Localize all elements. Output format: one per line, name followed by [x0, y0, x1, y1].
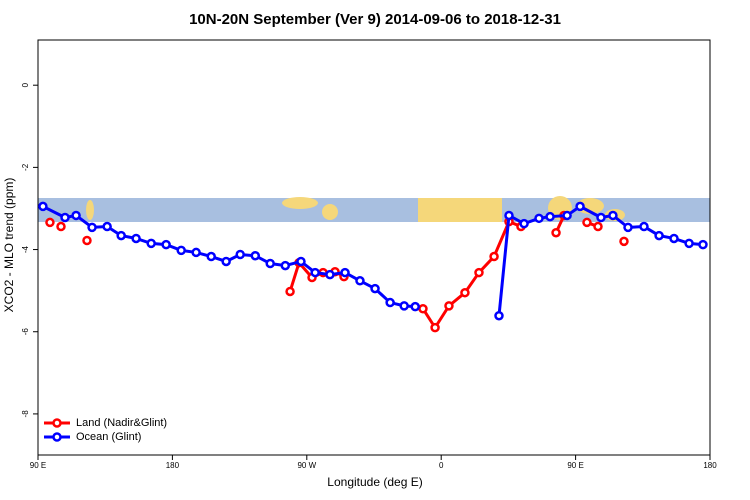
x-tick-label: 90 E: [30, 461, 46, 470]
point: [45, 217, 55, 228]
point: [221, 256, 231, 267]
point: [161, 239, 171, 250]
point: [639, 221, 649, 232]
point: [296, 256, 306, 267]
y-tick-label: -2: [21, 163, 30, 171]
y-tick-label: -6: [21, 328, 30, 336]
legend-marker: [52, 432, 62, 442]
point: [370, 283, 380, 294]
point: [562, 210, 572, 221]
point: [116, 230, 126, 241]
point: [206, 251, 216, 262]
point: [399, 301, 409, 311]
point: [608, 210, 618, 221]
point: [146, 238, 156, 249]
point: [669, 233, 679, 244]
series-line: [42, 204, 704, 316]
point: [534, 213, 544, 224]
point: [474, 267, 484, 278]
point: [519, 218, 529, 229]
point: [340, 267, 350, 278]
point: [176, 245, 186, 256]
y-tick-label: -8: [21, 410, 30, 418]
point: [654, 230, 664, 241]
plot-frame: [37, 39, 711, 456]
point: [418, 303, 428, 314]
point: [460, 287, 470, 298]
point: [355, 276, 365, 286]
point: [575, 201, 585, 212]
point: [60, 212, 70, 223]
legend-label: Land (Nadir&Glint): [76, 417, 167, 429]
y-tick-label: 0: [21, 82, 30, 87]
point: [265, 258, 275, 269]
point: [619, 236, 629, 247]
point: [102, 221, 112, 232]
point: [551, 227, 561, 238]
point: [310, 267, 320, 278]
point: [545, 211, 555, 222]
point: [385, 297, 395, 308]
x-tick-label: 0: [439, 461, 444, 470]
point: [698, 239, 708, 250]
point: [235, 249, 245, 260]
point: [131, 233, 141, 244]
point: [684, 238, 694, 249]
point: [582, 217, 592, 228]
point: [325, 269, 335, 280]
point: [410, 301, 420, 312]
point: [56, 221, 66, 232]
point: [71, 210, 81, 221]
point: [285, 286, 295, 297]
x-tick-label: 180: [703, 461, 717, 470]
point: [504, 210, 514, 221]
point: [191, 247, 201, 258]
point: [444, 301, 454, 311]
legend-marker: [52, 418, 62, 428]
point: [82, 235, 92, 246]
y-axis-label: XCO2 - MLO trend (ppm): [2, 178, 16, 313]
x-axis-label: Longitude (deg E): [327, 475, 422, 489]
point: [593, 221, 603, 232]
point: [489, 251, 499, 262]
x-tick-label: 180: [166, 461, 180, 470]
point: [494, 310, 504, 321]
x-tick-label: 90 E: [567, 461, 583, 470]
point: [38, 201, 48, 212]
series-line: [290, 215, 624, 327]
legend-label: Ocean (Glint): [76, 431, 141, 443]
x-tick-label: 90 W: [297, 461, 316, 470]
chart-title: 10N-20N September (Ver 9) 2014-09-06 to …: [189, 11, 561, 28]
point: [596, 212, 606, 223]
y-tick-label: -4: [21, 245, 30, 253]
point: [430, 322, 440, 333]
point: [250, 250, 261, 261]
point: [87, 222, 97, 233]
point: [280, 260, 291, 271]
point: [623, 222, 633, 233]
